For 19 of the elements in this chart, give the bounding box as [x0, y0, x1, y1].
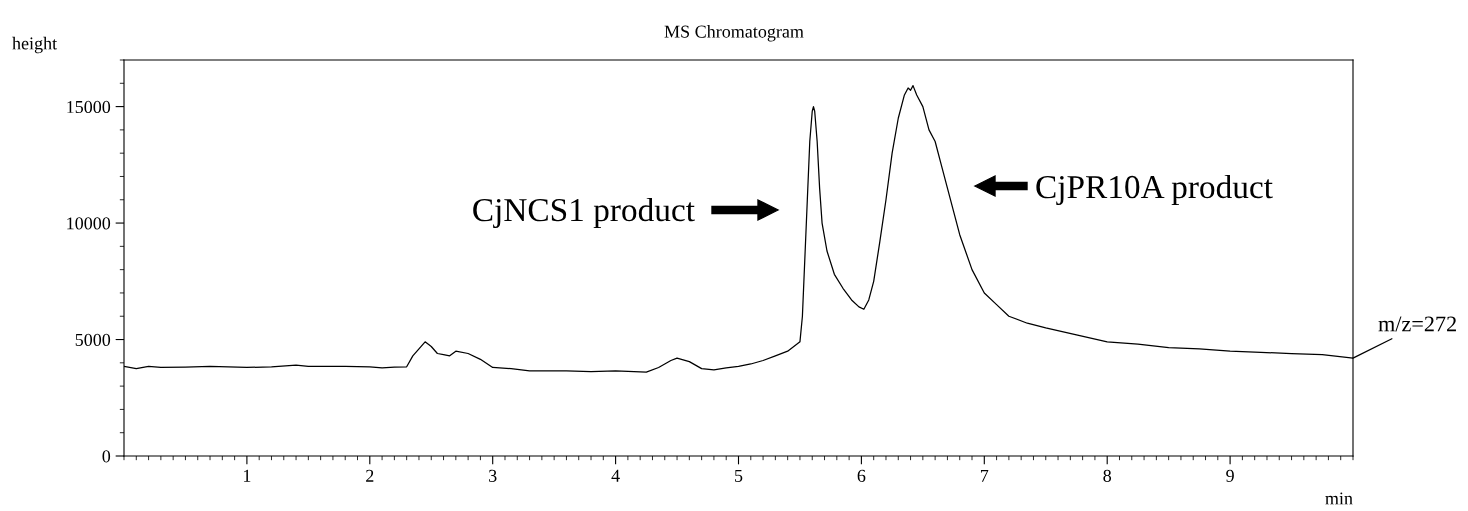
x-tick-label: 7	[980, 469, 989, 482]
chart-title: MS Chromatogram	[664, 25, 804, 42]
x-tick-label: 3	[489, 469, 497, 482]
x-axis-title: min	[1325, 492, 1353, 505]
x-tick-label: 2	[366, 469, 374, 482]
y-axis-title: height	[12, 36, 58, 54]
x-tick-label: 4	[611, 469, 620, 482]
x-tick-label: 6	[857, 469, 866, 482]
y-tick-label: 15000	[67, 100, 111, 114]
annotation: CjNCS1 product	[473, 197, 695, 229]
y-tick-label: 10000	[67, 217, 111, 230]
x-tick-label: 5	[735, 469, 743, 482]
annotation: m/z=272	[1378, 316, 1456, 332]
x-tick-label: 8	[1103, 469, 1112, 482]
y-tick-label: 5000	[75, 333, 111, 346]
x-tick-label: 1	[243, 469, 251, 482]
annotation: CjPR10A product	[1036, 174, 1273, 206]
x-tick-label: 9	[1226, 469, 1234, 482]
y-tick-label: 0	[102, 450, 111, 463]
